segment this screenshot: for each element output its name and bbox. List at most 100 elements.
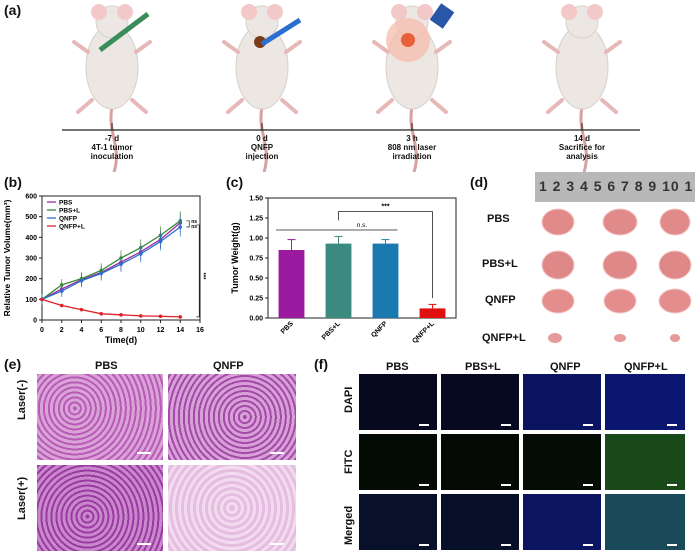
photo-row-label-qnfp: QNFP	[485, 294, 516, 306]
y-tick-label: 400	[25, 235, 37, 242]
data-point	[40, 297, 44, 302]
fluor-col-qnfp: QNFP	[550, 361, 581, 373]
bar-1	[325, 243, 352, 318]
fluor-fitc-qnfp-l	[605, 434, 685, 490]
fluor-col-pbs-l: PBS+L	[465, 361, 501, 373]
x-axis-label: Time(d)	[105, 335, 137, 345]
fluor-dapi-qnfp-l	[605, 374, 685, 430]
data-point	[158, 314, 163, 319]
sig-bracket	[338, 211, 433, 298]
fluor-merged-pbs-l	[441, 494, 519, 550]
ruler-numbers: 1 2 3 4 5 6 7 8 9 10 1	[539, 178, 694, 194]
fluor-merged-qnfp-l	[605, 494, 685, 550]
bracket	[186, 220, 190, 228]
data-point	[138, 252, 143, 256]
y-tick-label: 0.75	[249, 256, 263, 263]
y-tick-label: 100	[25, 297, 37, 304]
y-tick-label: 1.00	[249, 236, 263, 243]
y-axis-label: Tumor Weight(g)	[230, 222, 240, 293]
x-category-label: QNFP	[370, 320, 389, 339]
y-tick-label: 500	[25, 214, 37, 221]
photo-row-label-qnfp-l: QNFP+L	[482, 332, 526, 344]
data-point	[119, 262, 123, 266]
fluor-merged-qnfp	[523, 494, 601, 550]
data-point	[119, 313, 123, 317]
fluor-row-dapi: DAPI	[343, 386, 355, 413]
annotation-sig: ***	[199, 272, 205, 280]
fluor-dapi-qnfp	[523, 374, 601, 430]
fluor-fitc-pbs	[359, 434, 437, 490]
photo-row-label-pbs: PBS	[487, 213, 510, 225]
fluor-fitc-pbs-l	[441, 434, 519, 490]
x-tick-label: 8	[119, 327, 123, 334]
timeline-step-4: 14 d Sacrifice for analysis	[558, 134, 606, 161]
data-point	[138, 314, 143, 318]
laser-device	[429, 3, 455, 29]
data-point	[79, 307, 84, 312]
timeline-step-1: -7 d 4T-1 tumor inoculation	[90, 134, 134, 161]
x-tick-label: 6	[99, 327, 103, 334]
y-tick-label: 0.00	[249, 316, 263, 323]
data-point	[79, 278, 84, 283]
y-tick-label: 1.25	[249, 216, 263, 223]
bar-3	[419, 308, 446, 318]
tumor-weight-chart: 0.00 0.25 0.50 0.75 1.00 1.25 1.50 Tumor Weight…	[230, 196, 457, 345]
legend-label: PBS	[59, 200, 73, 207]
x-tick-label: 16	[196, 327, 204, 334]
tumor-volume-chart: 0 2 4 6 8 10 12 14 16 0 100 200 300 400 500 600 Time(d) R…	[2, 194, 205, 346]
fluor-dapi-pbs	[359, 374, 437, 430]
fluor-row-fitc: FITC	[343, 449, 355, 474]
series-line-1	[41, 220, 181, 300]
legend-label: PBS+L	[59, 208, 80, 215]
x-category-label: PBS+L	[321, 320, 343, 342]
y-tick-label: 600	[25, 194, 37, 201]
panel-label-f: (f)	[314, 356, 328, 372]
ruler: 1 2 3 4 5 6 7 8 9 10 1	[535, 172, 695, 202]
legend-label: QNFP+L	[59, 224, 85, 231]
fluor-merged-pbs	[359, 494, 437, 550]
histology-col-pbs: PBS	[95, 360, 118, 372]
timeline-step-2: 0 d QNFP injection	[245, 134, 279, 161]
fluor-row-merged: Merged	[343, 505, 355, 545]
data-point	[178, 315, 183, 319]
timeline-step-3: 3 h 808 nm laser irradiation	[387, 134, 437, 161]
fluor-dapi-pbs-l	[441, 374, 519, 430]
histology-qnfp-laser-minus	[168, 374, 296, 460]
annotation-sig: ***	[381, 204, 389, 211]
bar-0	[278, 250, 305, 318]
panel-label-b: (b)	[4, 174, 22, 190]
legend-label: QNFP	[59, 216, 78, 223]
syringe-2	[260, 17, 302, 47]
y-tick-label: 300	[25, 256, 37, 263]
y-axis-label: Relative Tumor Volume(mm³)	[2, 199, 12, 316]
photo-row-label-pbs-l: PBS+L	[482, 258, 518, 270]
x-tick-label: 10	[137, 327, 145, 334]
panel-label-a: (a)	[4, 2, 22, 18]
data-point	[99, 312, 104, 316]
timeline-figure	[62, 2, 640, 172]
y-tick-label: 200	[25, 276, 37, 283]
data-point	[59, 303, 64, 308]
histology-qnfp-laser-plus	[168, 465, 296, 551]
panel-label-d: (d)	[470, 174, 488, 190]
annotation-ns: ns	[191, 224, 197, 230]
histology-row-laser-minus: Laser(-)	[16, 379, 28, 420]
x-tick-label: 4	[80, 327, 84, 334]
fluor-col-qnfp-l: QNFP+L	[624, 361, 668, 373]
syringe-1	[98, 12, 150, 52]
panel-label-c: (c)	[226, 174, 244, 190]
bar-2	[372, 243, 399, 318]
fluor-col-pbs: PBS	[386, 361, 409, 373]
x-tick-label: 0	[40, 327, 44, 334]
x-category-label: PBS	[280, 320, 295, 335]
x-tick-label: 14	[176, 327, 184, 334]
panel-label-e: (e)	[4, 356, 22, 372]
annotation-ns: n.s.	[357, 222, 368, 229]
tumor-3	[401, 33, 415, 47]
series-line-0	[41, 222, 181, 300]
y-tick-label: 1.50	[249, 196, 263, 203]
x-tick-label: 12	[157, 327, 165, 334]
data-point	[59, 283, 64, 287]
x-category-label: QNFP+L	[411, 320, 436, 345]
series-line-2	[41, 226, 181, 300]
